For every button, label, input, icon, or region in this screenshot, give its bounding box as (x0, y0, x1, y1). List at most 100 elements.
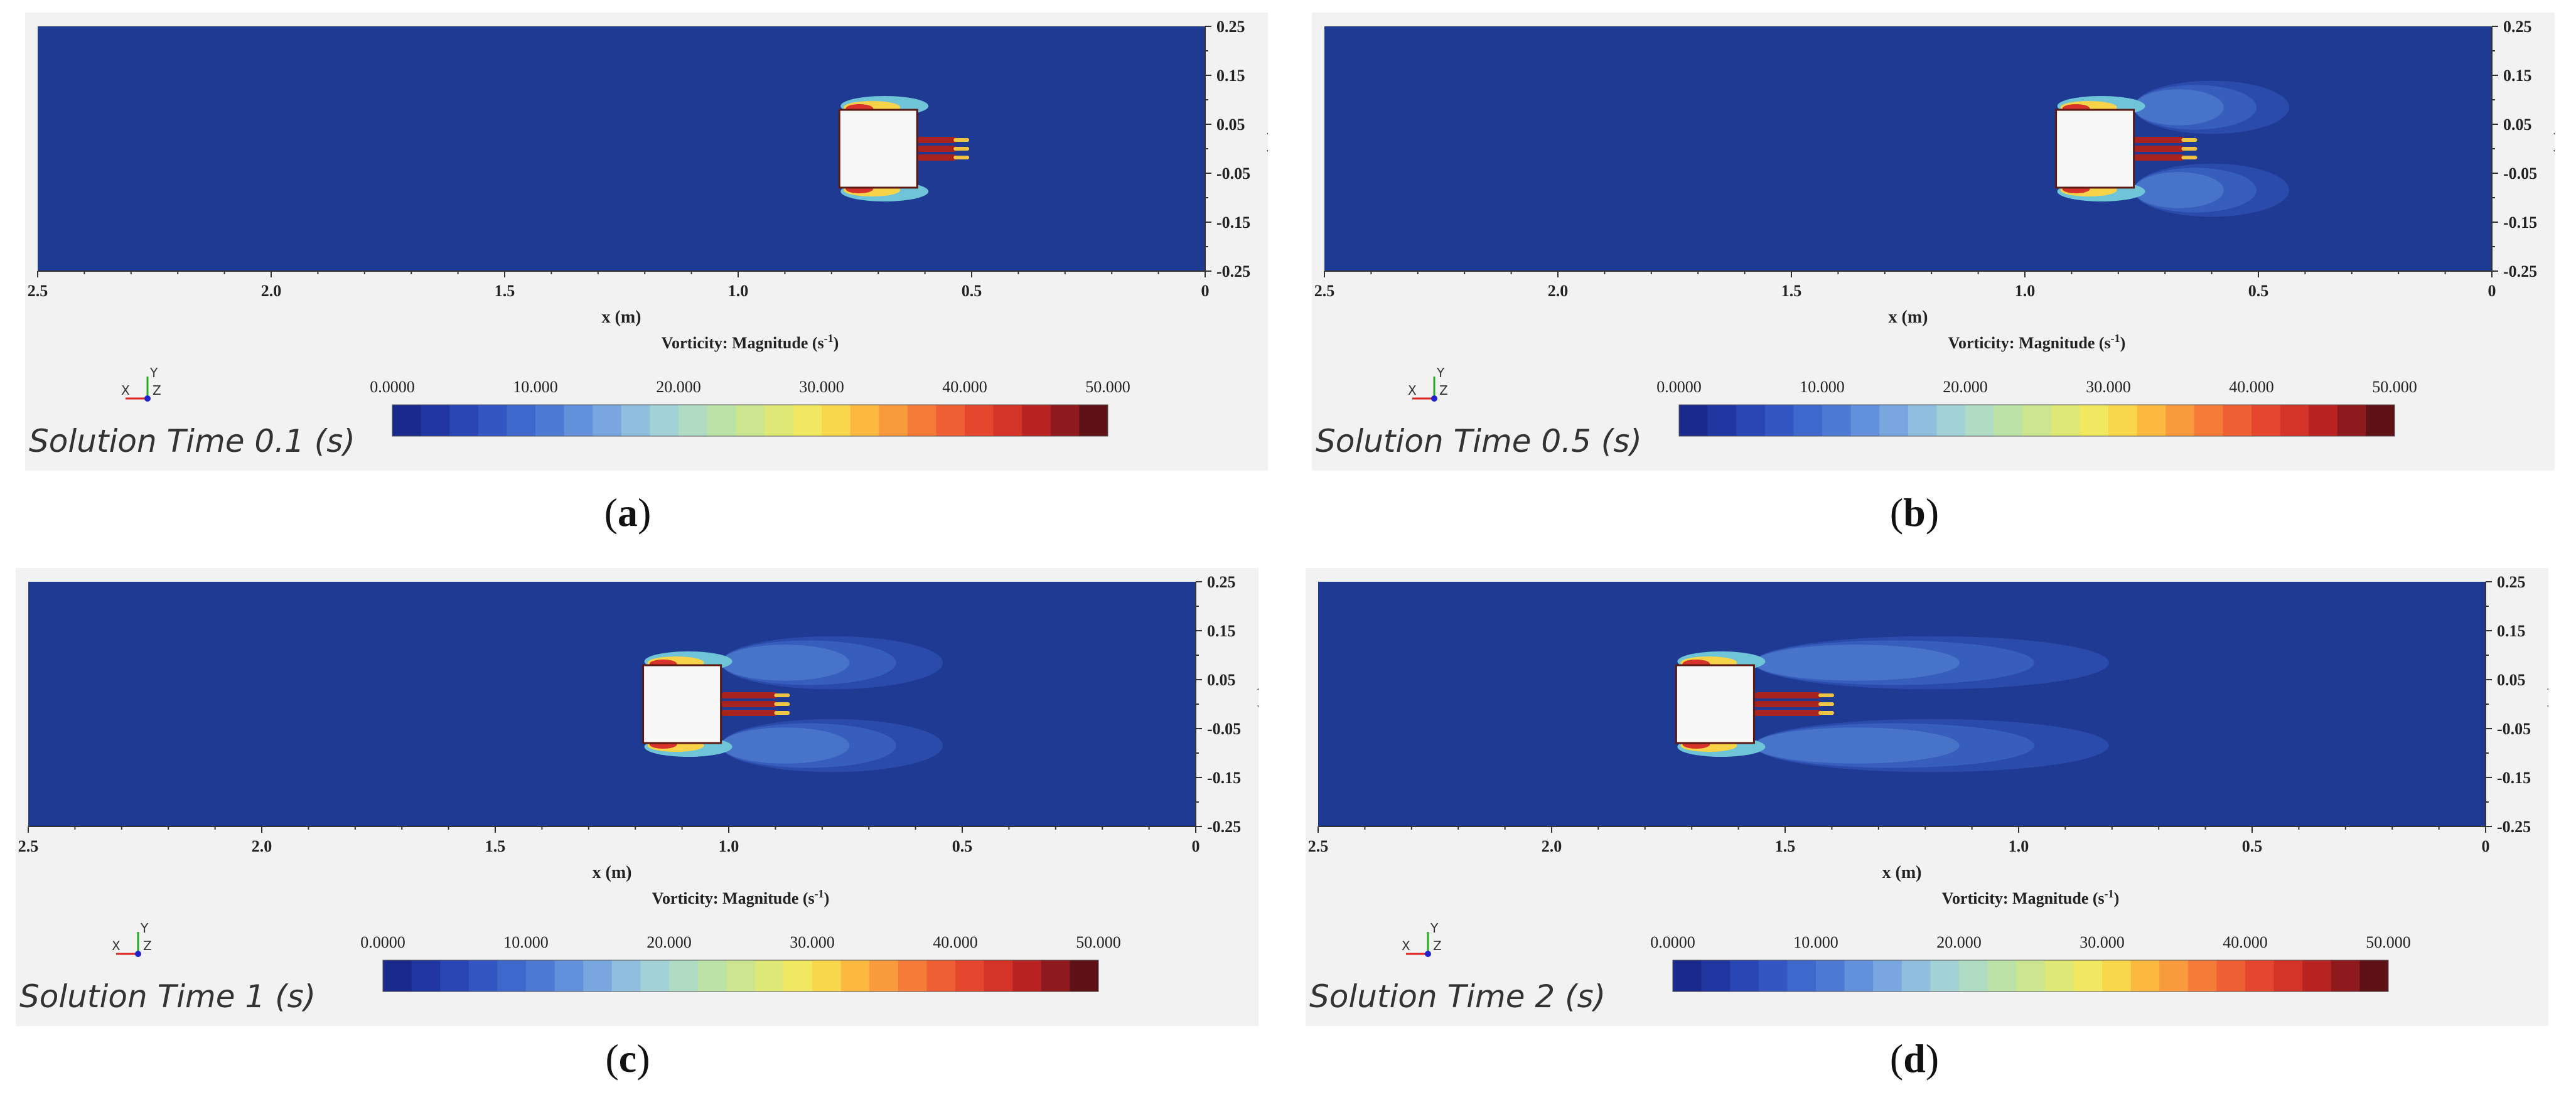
colorbar-tick-label: 50.000 (2372, 378, 2417, 396)
colorbar-swatch (468, 960, 498, 992)
colorbar-swatch (1936, 405, 1966, 436)
x-tick-label: 2.0 (261, 282, 282, 300)
y-tick-label: 0.05 (2497, 671, 2526, 689)
colorbar-tick-label: 0.0000 (360, 933, 405, 951)
colorbar-swatch (2337, 405, 2366, 436)
colorbar-swatch (2309, 405, 2338, 436)
x-tick-label: 2.5 (1308, 837, 1329, 855)
colorbar-tick-label: 20.000 (1943, 378, 1988, 396)
y-tick-label: 0.15 (2497, 622, 2526, 640)
x-axis: 2.5 2.0 1.5 1.0 0.5 0 x (m) (1314, 270, 2496, 327)
colorbar-swatch (2280, 405, 2309, 436)
y-axis: 0.25 0.15 0.05 -0.05 -0.15 -0.25 y (m) (2485, 573, 2548, 836)
panel-figure: 2.5 2.0 1.5 1.0 0.5 0 x (m) 0.25 0.15 0.05 -0.05 -0… (25, 13, 1268, 471)
colorbar-swatch (1050, 405, 1080, 436)
colorbar-swatch (2245, 960, 2275, 992)
colorbar-swatch (621, 405, 650, 436)
colorbar-swatch (1707, 405, 1737, 436)
colorbar-swatch (2165, 405, 2195, 436)
x-tick-label: 0.5 (2242, 837, 2263, 855)
svg-text:Z: Z (143, 938, 152, 953)
colorbar-swatch (1793, 405, 1823, 436)
square-cylinder (838, 109, 918, 189)
y-axis: 0.25 0.15 0.05 -0.05 -0.15 -0.25 y (m) (1205, 18, 1268, 281)
x-tick-label: 2.0 (252, 837, 272, 855)
colorbar-swatch (478, 405, 507, 436)
svg-text:Z: Z (153, 383, 161, 398)
y-tick-label: -0.05 (2497, 720, 2531, 738)
solution-time-label: Solution Time 2 (s) (1309, 978, 1606, 1015)
x-tick-label: 1.0 (728, 282, 749, 300)
colorbar-swatch (1764, 405, 1794, 436)
colorbar-swatch (812, 960, 842, 992)
colorbar-tick-label: 0.0000 (370, 378, 415, 396)
solution-time-label: Solution Time 0.5 (s) (1316, 423, 1642, 459)
colorbar-swatch (879, 405, 908, 436)
colorbar-swatch (2102, 960, 2132, 992)
colorbar-swatch (2302, 960, 2332, 992)
y-tick-label: 0.25 (2503, 18, 2532, 36)
vorticity-panel-a: 2.5 2.0 1.5 1.0 0.5 0 x (m) 0.25 0.15 0.05 -0.05 -0… (25, 13, 1268, 471)
panel-figure: 2.5 2.0 1.5 1.0 0.5 0 x (m) 0.25 0.15 0.05 -0.05 -0… (1312, 13, 2555, 471)
colorbar-swatch (507, 405, 536, 436)
axis-triad-icon: X YZ (112, 921, 152, 957)
y-tick-label: -0.05 (2503, 164, 2537, 183)
colorbar-tick-label: 0.0000 (1656, 378, 1702, 396)
y-tick-label: -0.25 (2497, 818, 2531, 836)
panel-figure: 2.5 2.0 1.5 1.0 0.5 0 x (m) 0.25 0.15 0.05 -0.05 -0… (1306, 568, 2548, 1026)
x-tick-label: 0 (2488, 282, 2496, 300)
colorbar-swatch (2137, 405, 2166, 436)
colorbar-swatch (2159, 960, 2189, 992)
x-tick-label: 2.5 (28, 282, 48, 300)
colorbar-swatch (640, 960, 670, 992)
colorbar-tick-label: 30.000 (790, 933, 835, 951)
x-axis: 2.5 2.0 1.5 1.0 0.5 0 x (m) (18, 826, 1200, 882)
colorbar-swatch (898, 960, 927, 992)
colorbar-tick-label: 30.000 (799, 378, 844, 396)
colorbar: Vorticity: Magnitude (s-1) 0.0000 10.000 20… (370, 332, 1130, 437)
x-tick-label: 0.5 (2248, 282, 2269, 300)
vorticity-panel-d: 2.5 2.0 1.5 1.0 0.5 0 x (m) 0.25 0.15 0.05 -0.05 -0… (1306, 568, 2548, 1026)
solution-time-label: Solution Time 0.1 (s) (29, 423, 355, 459)
colorbar-tick-label: 20.000 (647, 933, 692, 951)
y-axis-label: y (m) (2545, 685, 2548, 724)
colorbar-swatch (1965, 405, 1995, 436)
x-tick-label: 2.0 (1548, 282, 1569, 300)
colorbar-swatch (993, 405, 1022, 436)
colorbar-swatch (526, 960, 555, 992)
x-tick-label: 0.5 (962, 282, 982, 300)
y-axis-label: y (m) (1264, 129, 1268, 169)
colorbar-swatch (2080, 405, 2109, 436)
colorbar-swatch (650, 405, 679, 436)
colorbar-swatch (2251, 405, 2281, 436)
vorticity-panel-b: 2.5 2.0 1.5 1.0 0.5 0 x (m) 0.25 0.15 0.05 -0.05 -0… (1312, 13, 2555, 471)
colorbar-swatch (1758, 960, 1788, 992)
y-tick-label: 0.15 (1216, 67, 1245, 85)
colorbar-swatch (1930, 960, 1960, 992)
colorbar-swatch (440, 960, 470, 992)
flow-field (28, 582, 1196, 826)
panel-caption-letter: d (1903, 1036, 1926, 1081)
colorbar-title: Vorticity: Magnitude (s-1) (1942, 887, 2120, 907)
y-tick-label: -0.15 (1207, 769, 1241, 787)
svg-text:X: X (112, 938, 121, 953)
colorbar-swatch (421, 405, 450, 436)
y-axis: 0.25 0.15 0.05 -0.05 -0.15 -0.25 y (m) (2491, 18, 2555, 281)
x-tick-label: 1.5 (1781, 282, 1802, 300)
colorbar-swatch (2359, 960, 2389, 992)
y-axis-label: y (m) (1255, 685, 1258, 724)
colorbar-swatch (984, 960, 1013, 992)
colorbar-tick-label: 10.000 (1793, 933, 1838, 951)
colorbar: Vorticity: Magnitude (s-1) 0.0000 10.000 20… (1650, 887, 2411, 992)
y-tick-label: 0.05 (1216, 115, 1245, 134)
x-tick-label: 1.0 (719, 837, 739, 855)
colorbar-swatch (869, 960, 899, 992)
x-tick-label: 0 (2482, 837, 2490, 855)
colorbar-swatch (2216, 960, 2246, 992)
colorbar-tick-label: 10.000 (1800, 378, 1845, 396)
colorbar-swatch (764, 405, 793, 436)
svg-text:X: X (1408, 383, 1417, 398)
colorbar-swatch (449, 405, 479, 436)
y-tick-label: -0.15 (1216, 213, 1250, 232)
colorbar-tick-label: 40.000 (933, 933, 978, 951)
